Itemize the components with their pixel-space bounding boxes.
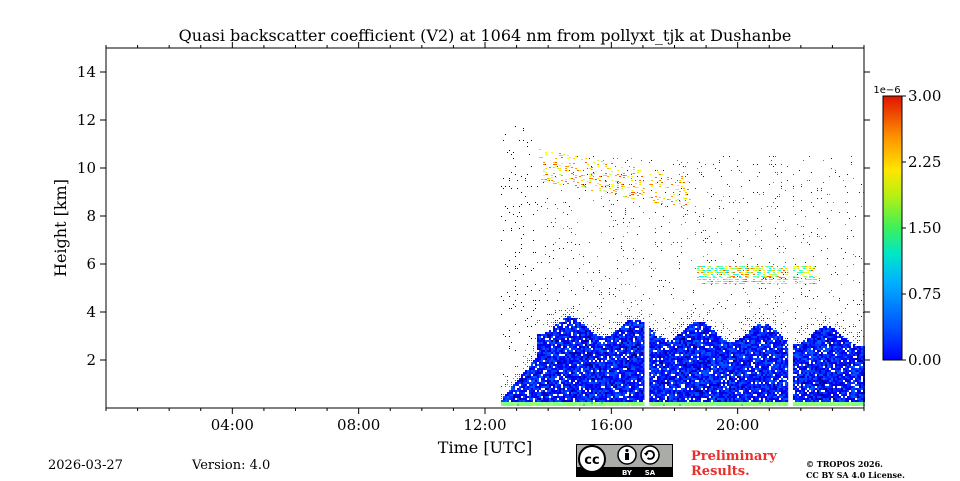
y-tick-label: 2 <box>86 351 96 369</box>
share-alike-icon <box>641 446 659 464</box>
date-label: 2026-03-27 <box>48 458 123 473</box>
y-tick-label: 10 <box>77 159 96 177</box>
y-axis-label: Height [km] <box>51 179 70 277</box>
y-tick-label: 6 <box>86 255 96 273</box>
license-note[interactable]: © TROPOS 2026. CC BY SA 4.0 License. <box>806 459 905 481</box>
x-tick-label: 20:00 <box>716 416 759 434</box>
colorbar-ticks: 0.00 0.75 1.50 2.25 3.00 <box>902 87 941 369</box>
y-tick-label: 4 <box>86 303 96 321</box>
data-gap-2 <box>788 115 793 408</box>
colorbar-tick-label: 0.75 <box>908 285 941 303</box>
y-tick-label: 14 <box>77 63 96 81</box>
data-gap-1 <box>644 115 649 408</box>
x-tick-label: 16:00 <box>590 416 633 434</box>
colorbar-tick-label: 1.50 <box>908 219 941 237</box>
y-tick-label: 8 <box>86 207 96 225</box>
attribution-icon <box>618 446 636 464</box>
colorbar-offset-label: 1e−6 <box>873 85 900 96</box>
cc-license-badge[interactable]: cc BY SA <box>576 444 673 477</box>
x-tick-label: 08:00 <box>337 416 380 434</box>
colorbar-tick-label: 3.00 <box>908 87 941 105</box>
colorbar <box>883 96 902 360</box>
colorbar-tick-label: 2.25 <box>908 153 941 171</box>
colorbar-tick-label: 0.00 <box>908 351 941 369</box>
cc-icon: cc <box>579 446 605 472</box>
preliminary-line-1: Preliminary <box>691 449 777 464</box>
x-tick-label: 04:00 <box>211 416 254 434</box>
license-line: CC BY SA 4.0 License. <box>806 470 905 481</box>
version-label: Version: 4.0 <box>192 458 270 473</box>
cc-by-label: BY <box>622 469 633 477</box>
x-tick-label: 12:00 <box>463 416 506 434</box>
x-axis-label: Time [UTC] <box>438 438 532 457</box>
preliminary-line-2: Results. <box>691 464 777 479</box>
chart-title: Quasi backscatter coefficient (V2) at 10… <box>179 26 792 45</box>
cc-sa-label: SA <box>645 469 656 477</box>
preliminary-note: Preliminary Results. <box>691 449 777 479</box>
copyright-line: © TROPOS 2026. <box>806 459 905 470</box>
y-tick-label: 12 <box>77 111 96 129</box>
